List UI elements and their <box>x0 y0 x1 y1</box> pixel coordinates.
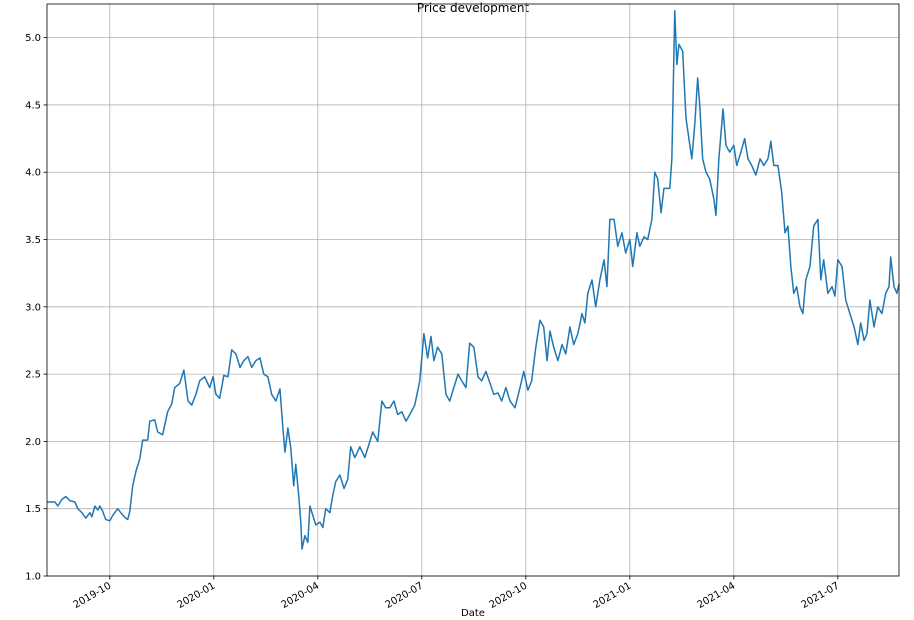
x-tick-label: 2021-01 <box>592 581 634 611</box>
y-tick-label: 2.5 <box>25 370 41 381</box>
y-tick-label: 4.0 <box>25 168 41 179</box>
y-tick-label: 5.0 <box>25 33 41 44</box>
y-tick-label: 3.5 <box>25 235 41 246</box>
y-tick-label: 3.0 <box>25 302 41 313</box>
x-tick-label: 2020-07 <box>384 581 426 611</box>
x-axis-label: Date <box>461 608 485 619</box>
x-tick-label: 2020-01 <box>176 581 218 611</box>
x-tick-label: 2021-07 <box>800 581 842 611</box>
x-tick-label: 2019-10 <box>72 581 114 611</box>
x-tick-label: 2020-04 <box>280 581 322 611</box>
price-line <box>47 9 900 550</box>
y-tick-label: 2.0 <box>25 437 41 448</box>
plot-frame <box>46 3 900 577</box>
y-tick-label: 1.0 <box>25 572 41 583</box>
y-tick-label: 4.5 <box>25 100 41 111</box>
chart-title: Price development <box>417 1 530 15</box>
x-tick-label: 2020-10 <box>488 581 530 611</box>
x-tick-label: 2021-04 <box>696 581 738 611</box>
y-tick-label: 1.5 <box>25 504 41 515</box>
